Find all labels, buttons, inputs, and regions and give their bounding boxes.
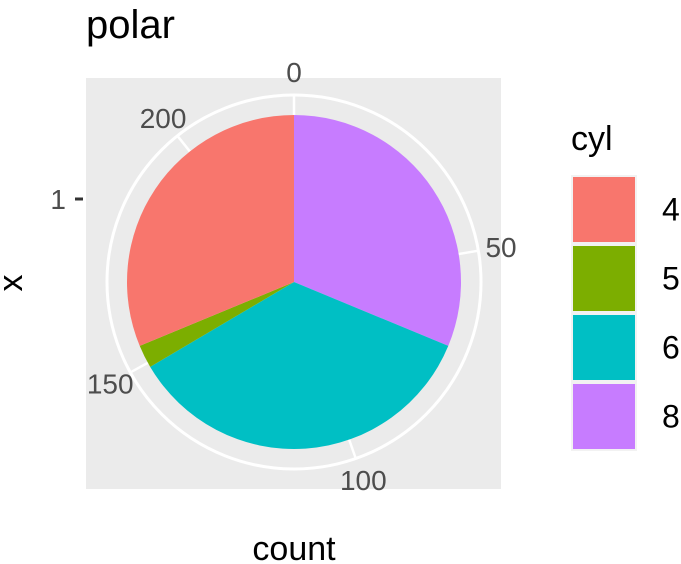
angular-tick-label: 200	[140, 103, 187, 134]
angular-tick-labels: 0 50 100 150 200	[87, 57, 517, 496]
y-tick-label-1: 1	[50, 184, 66, 215]
pie-slices	[126, 115, 461, 449]
legend-key-swatch-8	[573, 384, 635, 449]
pie-slice-cyl-5	[139, 282, 294, 367]
legend-label-5: 5	[662, 261, 680, 297]
angular-tick-label: 50	[485, 232, 516, 263]
legend: 4 5 6 8	[571, 175, 680, 451]
legend-key-swatch-5	[573, 246, 635, 311]
legend-label-4: 4	[662, 192, 680, 228]
legend-title: cyl	[571, 120, 613, 158]
angular-tick-label: 100	[340, 465, 387, 496]
chart-title: polar	[86, 3, 175, 47]
legend-label-6: 6	[662, 330, 680, 366]
legend-label-8: 8	[662, 399, 680, 435]
pie-slice-cyl-8	[294, 115, 461, 346]
angular-tick-label: 0	[286, 57, 302, 88]
y-axis-label: x	[0, 275, 30, 292]
legend-key-swatch-4	[573, 177, 635, 242]
x-axis-label: count	[252, 530, 336, 564]
angular-tick-label: 150	[87, 369, 134, 400]
pie-slice-cyl-4	[126, 115, 294, 346]
legend-key-swatch-6	[573, 315, 635, 380]
pie-slice-cyl-6	[150, 282, 449, 449]
